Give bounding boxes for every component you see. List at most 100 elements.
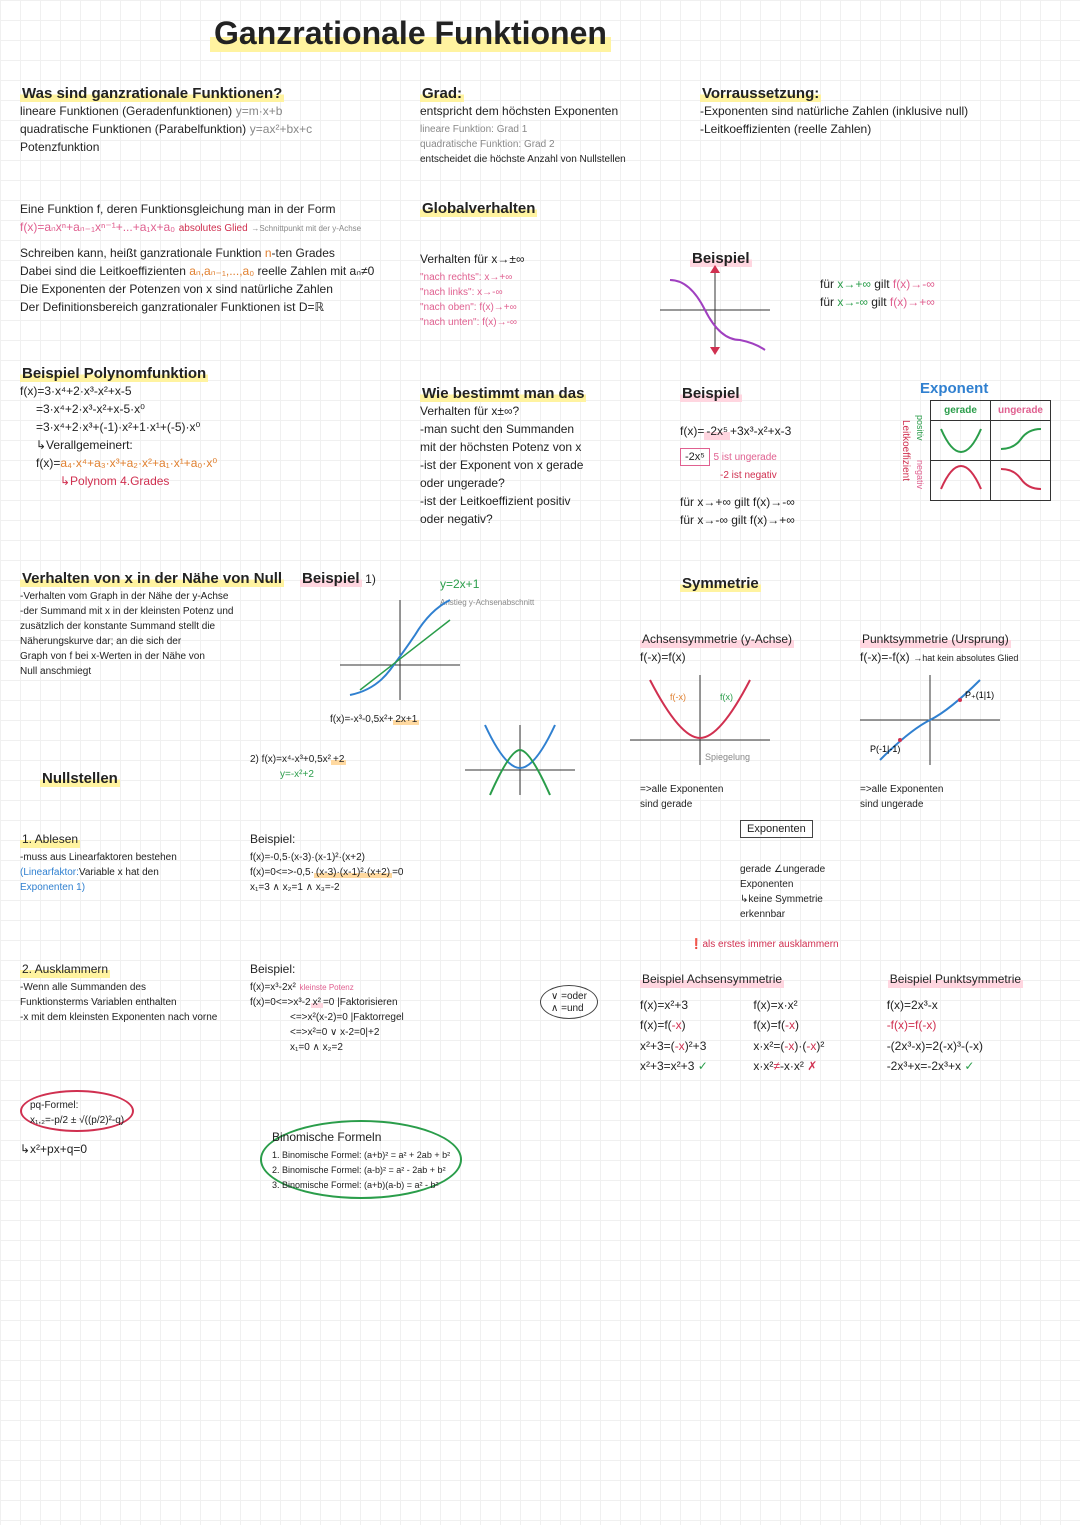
- form-l3a: Dabei sind die Leitkoeffizienten: [20, 264, 189, 278]
- global-graph: [650, 265, 780, 355]
- form-note1: absolutes Glied: [179, 223, 248, 234]
- vorr-l2: -Leitkoeffizienten (reelle Zahlen): [700, 122, 871, 136]
- sym-ph: Punktsymmetrie (Ursprung): [860, 630, 1011, 648]
- abl-l1: -muss aus Linearfaktoren bestehen: [20, 852, 177, 863]
- nahe-graph2: [460, 720, 580, 800]
- ausk-bh: Beispiel:: [250, 962, 295, 976]
- null-h: Nullstellen: [40, 770, 120, 787]
- form-l1: Eine Funktion f, deren Funktionsgleichun…: [20, 202, 336, 216]
- sec1-heading: Was sind ganzrationale Funktionen?: [20, 85, 284, 102]
- ausk-h: 2. Ausklammern: [20, 960, 110, 978]
- bsp2-h: Beispiel: [680, 385, 742, 402]
- grad-l3: quadratische Funktion: Grad 2: [420, 139, 555, 150]
- form-eq: f(x)=aₙxⁿ+aₙ₋₁xⁿ⁻¹+...+a₁x+a₀: [20, 220, 175, 234]
- sym-warn: ❗als erstes immer ausklammern: [690, 939, 839, 950]
- wie-l4: oder ungerade?: [420, 476, 505, 490]
- wie-h: Wie bestimmt man das: [420, 385, 586, 402]
- grad-l4: entscheidet die höchste Anzahl von Nulls…: [420, 154, 626, 165]
- bsp2-n1: 5 ist ungerade: [713, 452, 776, 463]
- symb-row3: x²+3=(-x)²+3 x·x²=(-x)·(-x)² -(2x³-x)=2(…: [640, 1036, 1047, 1056]
- bsp2-box: -2x⁵: [680, 448, 710, 466]
- nahe-beq2: y=-x²+2: [280, 769, 314, 780]
- sym-b1: =>alle Exponenten: [860, 784, 943, 795]
- nahe-l3: zusätzlich der konstante Summand stellt …: [20, 621, 215, 632]
- ausk-l3: -x mit dem kleinsten Exponenten nach vor…: [20, 1012, 217, 1023]
- nahe-bh: Beispiel: [300, 570, 362, 587]
- vorr-l1: -Exponenten sind natürliche Zahlen (inkl…: [700, 104, 968, 118]
- symb-h1: Beispiel Achsensymmetrie: [640, 970, 784, 988]
- form-l5: Der Definitionsbereich ganzrationaler Fu…: [20, 300, 324, 314]
- sym-aeq: f(-x)=f(x): [640, 650, 686, 664]
- sym-h: Symmetrie: [680, 575, 761, 592]
- bsp2-n2: -2 ist negativ: [720, 470, 777, 481]
- form-l4: Die Exponenten der Potenzen von x sind n…: [20, 282, 333, 296]
- global-r: "nach rechts": x→+∞: [420, 272, 512, 283]
- symb-h2: Beispiel Punktsymmetrie: [888, 970, 1023, 988]
- ausk-bn: kleinste Potenz: [299, 983, 353, 992]
- wie-l2: mit der höchsten Potenz von x: [420, 440, 581, 454]
- nahe-l4: Näherungskurve dar; an die sich der: [20, 636, 181, 647]
- wie-h2: Verhalten für x±∞?: [420, 404, 519, 418]
- svg-text:Spiegelung: Spiegelung: [705, 752, 750, 762]
- grad-heading: Grad:: [420, 85, 464, 102]
- sec1-l1a: lineare Funktionen (Geradenfunktionen): [20, 104, 232, 118]
- global-sub: Verhalten für x→±∞: [420, 252, 525, 266]
- expo-r1: positiv: [915, 415, 925, 441]
- page-title: Ganzrationale Funktionen: [210, 15, 611, 52]
- svg-text:P₊(1|1): P₊(1|1): [965, 690, 994, 700]
- sym-g2: Exponenten: [740, 879, 793, 890]
- ausk-b4: <=>x²=0 ∨ x-2=0|+2: [290, 1027, 379, 1038]
- sym-a1: =>alle Exponenten: [640, 784, 723, 795]
- symb-row2: f(x)=f(-x) f(x)=f(-x) -f(x)=f(-x): [640, 1015, 1047, 1035]
- sym-graph2: P₊(1|1) P(-1|-1): [850, 670, 1010, 770]
- expo-h: Exponent: [920, 380, 988, 397]
- sym-ah: Achsensymmetrie (y-Achse): [640, 630, 794, 648]
- ausk-l2: Funktionsterms Variablen enthalten: [20, 997, 177, 1008]
- sec1-l3: Potenzfunktion: [20, 140, 99, 154]
- nahe-l2: -der Summand mit x in der kleinsten Pote…: [20, 606, 233, 617]
- sec1-l1b: y=m·x+b: [236, 104, 283, 118]
- vorr-heading: Vorraussetzung:: [700, 85, 821, 102]
- ausk-vo: ∨ =oder: [551, 991, 587, 1002]
- bsp2-eq: f(x)=-2x⁵+3x³-x²+x-3: [680, 424, 791, 438]
- abl-l2: (Linearfaktor:Variable x hat den: [20, 867, 159, 878]
- form-l2: Schreiben kann, heißt ganzrationale Funk…: [20, 246, 265, 260]
- ausk-l1: -Wenn alle Summanden des: [20, 982, 146, 993]
- poly-v: ↳Verallgemeinert:: [36, 438, 133, 452]
- sym-b2: sind ungerade: [860, 799, 923, 810]
- symb-row1: f(x)=x²+3 f(x)=x·x² f(x)=2x³-x: [640, 995, 1047, 1015]
- wie-l1: -man sucht den Summanden: [420, 422, 574, 436]
- sym-a2: sind gerade: [640, 799, 692, 810]
- poly-heading: Beispiel Polynomfunktion: [20, 365, 208, 382]
- nahe-h: Verhalten von x in der Nähe von Null: [20, 570, 284, 587]
- wie-l5: -ist der Leitkoeffizient positiv: [420, 494, 571, 508]
- poly-l4: f(x)=a₄·x⁴+a₃·x³+a₂·x²+a₁·x¹+a₀·x⁰: [36, 456, 217, 470]
- nahe-l5: Graph von f bei x-Werten in der Nähe von: [20, 651, 205, 662]
- nahe-b2: 2) f(x)=x⁴-x³+0,5x²+2: [250, 754, 346, 765]
- grad-l2: lineare Funktion: Grad 1: [420, 124, 527, 135]
- nahe-graph1: [330, 595, 470, 705]
- global-bl1: für x→+∞ gilt f(x)→-∞: [820, 277, 935, 291]
- form-l3b: aₙ,aₙ₋₁,...,a₀: [189, 264, 254, 278]
- wie-l3: -ist der Exponent von x gerade: [420, 458, 583, 472]
- expo-r2: negativ: [915, 460, 925, 489]
- form-note2: →Schnittpunkt mit der y-Achse: [251, 224, 361, 233]
- sym-box: Exponenten: [740, 820, 813, 838]
- sym-g3: ↳keine Symmetrie: [740, 894, 823, 905]
- global-u: "nach unten": f(x)→-∞: [420, 317, 517, 328]
- ausk-b2: f(x)=0<=>x³-2x²=0 |Faktorisieren: [250, 997, 398, 1008]
- ausk-b3: <=>x²(x-2)=0 |Faktorregel: [290, 1012, 404, 1023]
- sym-pn: →hat kein absolutes Glied: [913, 653, 1018, 663]
- abl-b2: f(x)=0<=>-0,5·(x-3)·(x-1)²·(x+2)=0: [250, 867, 403, 878]
- abl-bh: Beispiel:: [250, 832, 295, 846]
- wie-l6: oder negativ?: [420, 512, 493, 526]
- ausk-b5: x₁=0 ∧ x₂=2: [290, 1042, 343, 1053]
- symb-row4: x²+3=x²+3 ✓ x·x²≠-x·x² ✗ -2x³+x=-2x³+x ✓: [640, 1056, 1047, 1076]
- global-l: "nach links": x→-∞: [420, 287, 503, 298]
- bsp2-r1: für x→+∞ gilt f(x)→-∞: [680, 495, 795, 509]
- form-l2c: -ten Grades: [272, 246, 335, 260]
- ausk-va: ∧ =und: [551, 1003, 584, 1014]
- svg-text:f(-x): f(-x): [670, 692, 686, 702]
- sym-g1: gerade ∠ungerade: [740, 864, 825, 875]
- abl-l3: Exponenten 1): [20, 882, 85, 893]
